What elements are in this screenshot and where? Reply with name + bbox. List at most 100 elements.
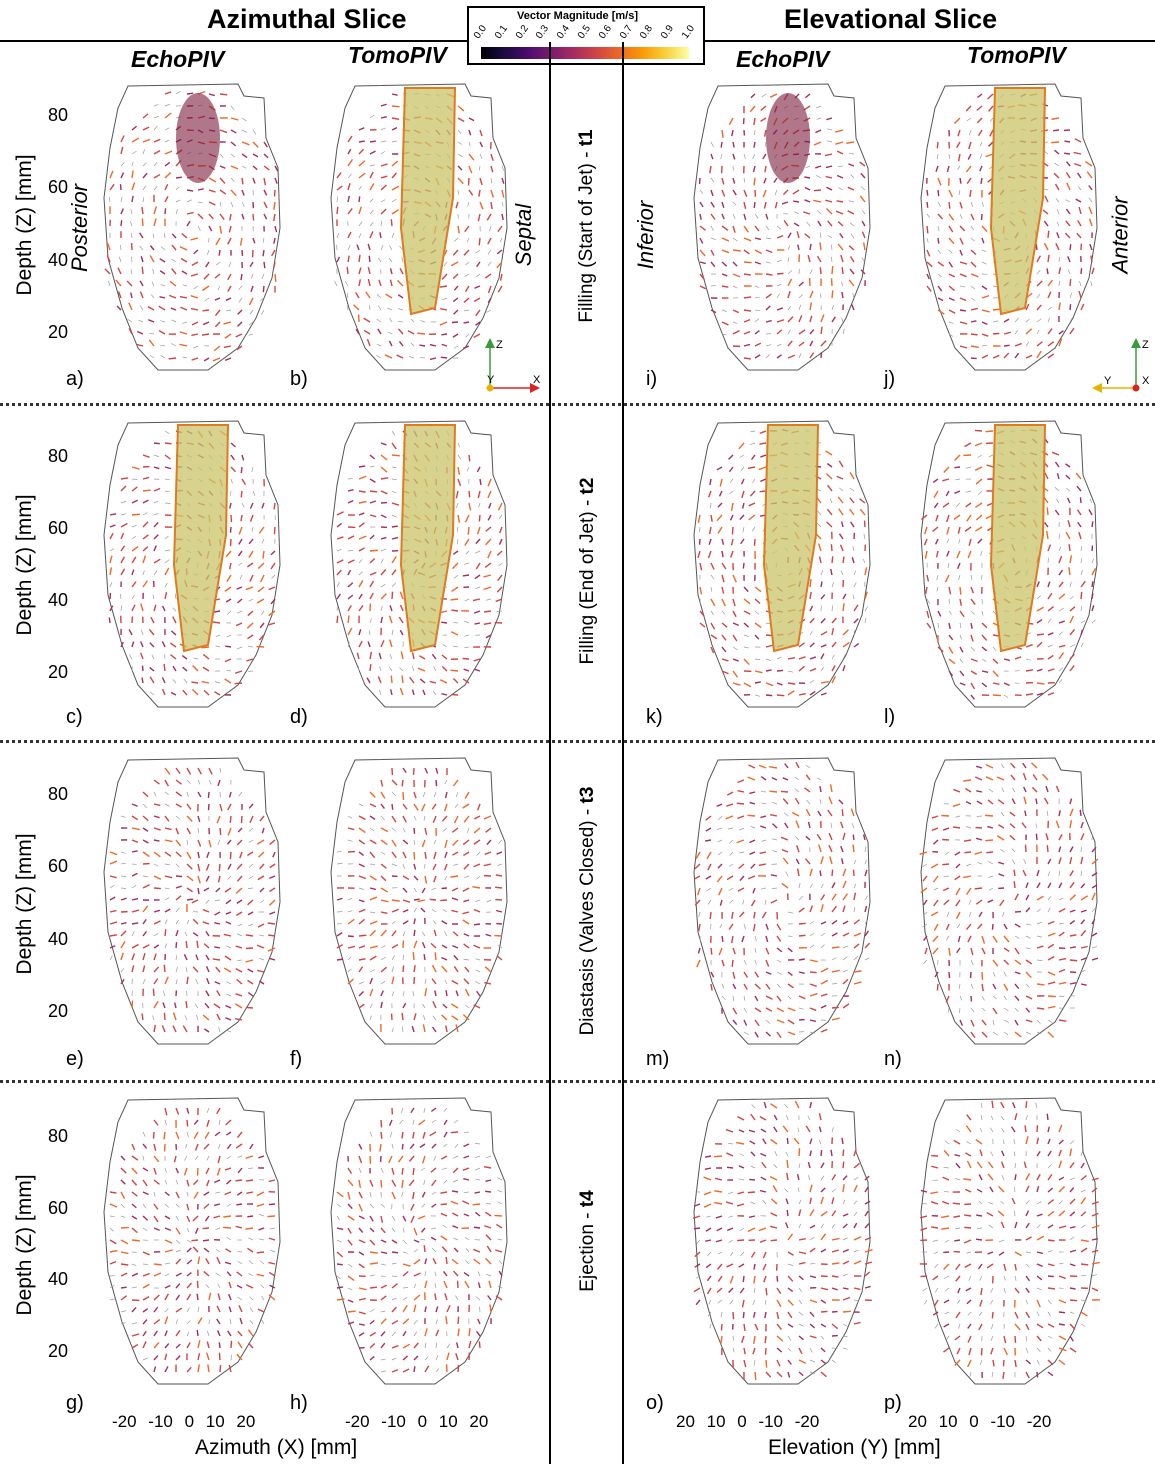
velocity-vector xyxy=(423,953,426,961)
velocity-vector xyxy=(980,550,983,556)
velocity-vector xyxy=(717,1299,723,1304)
velocity-vector xyxy=(203,357,210,362)
velocity-vector xyxy=(816,777,822,781)
velocity-vector xyxy=(820,1359,827,1365)
velocity-vector xyxy=(130,208,133,215)
velocity-vector xyxy=(453,1237,459,1241)
velocity-vector xyxy=(153,1294,160,1301)
velocity-vector xyxy=(728,1287,734,1293)
velocity-vector xyxy=(937,273,942,278)
velocity-vector xyxy=(842,1296,851,1301)
velocity-vector xyxy=(424,988,428,997)
velocity-vector xyxy=(809,1150,812,1157)
velocity-vector xyxy=(207,1364,210,1373)
velocity-vector xyxy=(1058,581,1064,588)
velocity-vector xyxy=(369,955,377,961)
velocity-vector xyxy=(185,1143,188,1149)
velocity-vector xyxy=(402,1251,408,1254)
velocity-vector xyxy=(485,538,492,546)
velocity-vector xyxy=(109,851,118,856)
velocity-vector xyxy=(849,471,855,480)
ventricle-outline xyxy=(693,1097,871,1385)
velocity-vector xyxy=(186,1320,191,1325)
velocity-vector xyxy=(131,545,139,552)
velocity-vector xyxy=(820,967,829,973)
velocity-vector xyxy=(943,1263,950,1270)
velocity-vector xyxy=(819,267,822,275)
velocity-vector xyxy=(260,297,265,301)
velocity-vector xyxy=(787,983,795,989)
velocity-vector xyxy=(955,478,961,481)
velocity-vector xyxy=(750,93,756,99)
velocity-vector xyxy=(175,875,183,878)
velocity-vector xyxy=(1047,692,1055,696)
velocity-vector xyxy=(747,1191,756,1194)
velocity-vector xyxy=(204,1028,210,1033)
velocity-vector xyxy=(358,908,366,913)
velocity-vector xyxy=(452,297,459,303)
velocity-vector xyxy=(1025,354,1033,359)
velocity-vector xyxy=(128,629,133,636)
velocity-vector xyxy=(131,1215,138,1220)
velocity-vector xyxy=(743,658,750,666)
velocity-vector xyxy=(215,237,221,246)
velocity-vector xyxy=(273,526,276,535)
velocity-vector xyxy=(710,646,715,654)
velocity-vector xyxy=(380,899,389,903)
velocity-vector xyxy=(175,1131,180,1140)
velocity-vector xyxy=(215,1227,221,1231)
velocity-vector xyxy=(203,887,210,892)
velocity-vector xyxy=(225,921,232,925)
velocity-vector xyxy=(959,586,962,595)
velocity-vector xyxy=(191,333,199,337)
velocity-vector xyxy=(1053,129,1060,132)
velocity-vector xyxy=(987,899,994,903)
velocity-vector xyxy=(986,1263,994,1269)
velocity-vector xyxy=(970,586,975,594)
velocity-vector xyxy=(238,285,243,290)
velocity-vector xyxy=(953,514,961,520)
velocity-vector xyxy=(1031,762,1038,769)
velocity-vector xyxy=(261,502,265,509)
velocity-vector xyxy=(1058,1124,1063,1133)
velocity-vector xyxy=(809,617,815,624)
velocity-vector xyxy=(860,269,866,275)
velocity-vector xyxy=(1000,1221,1005,1229)
vector-panel-p xyxy=(919,1097,1100,1385)
velocity-vector xyxy=(1091,567,1097,576)
velocity-vector xyxy=(131,850,138,853)
velocity-vector xyxy=(358,934,367,937)
velocity-vector xyxy=(463,1213,470,1217)
velocity-vector xyxy=(707,1311,712,1317)
velocity-vector xyxy=(1080,1151,1083,1157)
velocity-vector xyxy=(825,473,833,480)
velocity-vector xyxy=(988,1202,994,1205)
velocity-vector xyxy=(175,767,181,775)
velocity-vector xyxy=(759,442,767,445)
velocity-vector xyxy=(358,535,367,540)
velocity-vector xyxy=(274,165,279,172)
velocity-vector xyxy=(944,1287,950,1292)
velocity-vector xyxy=(945,923,950,931)
velocity-vector xyxy=(109,605,114,612)
velocity-vector xyxy=(391,851,397,859)
velocity-vector xyxy=(977,129,983,137)
velocity-vector xyxy=(1091,593,1094,600)
velocity-vector xyxy=(1054,487,1060,492)
velocity-vector xyxy=(1011,1197,1016,1205)
velocity-vector xyxy=(258,851,265,858)
velocity-vector xyxy=(1036,921,1042,925)
velocity-vector xyxy=(214,309,221,317)
velocity-vector xyxy=(468,117,475,122)
velocity-vector xyxy=(336,522,342,528)
velocity-vector xyxy=(943,1149,950,1157)
velocity-vector xyxy=(441,815,448,822)
velocity-vector xyxy=(990,1127,994,1133)
velocity-vector xyxy=(852,546,855,552)
velocity-vector xyxy=(175,1249,181,1253)
velocity-vector xyxy=(1036,945,1044,949)
velocity-vector xyxy=(841,858,844,865)
velocity-vector xyxy=(848,200,855,203)
velocity-vector xyxy=(952,1202,961,1205)
velocity-vector xyxy=(263,177,267,186)
